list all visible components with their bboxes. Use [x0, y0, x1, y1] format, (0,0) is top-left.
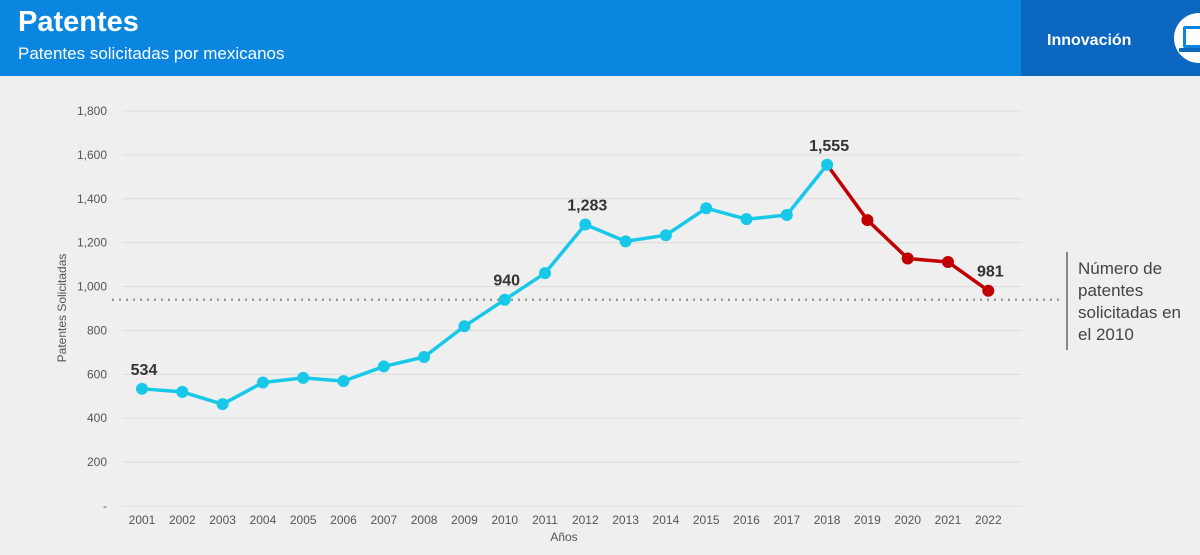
x-tick-label: 2011 [532, 513, 558, 527]
axis-ticks: - 200 400 600 800 1,000 1,200 1,400 1,600 1,800 20… [77, 104, 1002, 527]
data-point [901, 252, 914, 265]
data-point [780, 209, 793, 222]
x-tick-label: 2001 [129, 513, 156, 527]
data-point [700, 202, 713, 215]
x-tick-label: 2006 [330, 513, 357, 527]
laptop-icon [1169, 12, 1200, 64]
x-tick-label: 2015 [693, 513, 720, 527]
grid-lines [122, 110, 1022, 507]
y-tick-label: 1,600 [77, 148, 107, 162]
data-point [861, 214, 874, 227]
annotation-bar [1066, 252, 1068, 350]
x-tick-label: 2009 [451, 513, 478, 527]
page-title: Patentes [18, 6, 139, 38]
series-points [136, 158, 995, 411]
data-point [579, 218, 592, 231]
x-tick-label: 2010 [491, 513, 518, 527]
x-tick-label: 2012 [572, 513, 599, 527]
x-tick-label: 2017 [773, 513, 800, 527]
line-chart: 534 940 1,283 1,555 981 - 200 400 600 800 1,000 1,… [55, 104, 1060, 544]
data-point [982, 284, 995, 297]
y-tick-label: - [103, 499, 107, 513]
data-point [659, 229, 672, 242]
x-tick-label: 2005 [290, 513, 317, 527]
x-tick-label: 2021 [935, 513, 962, 527]
data-point [297, 371, 310, 384]
data-label: 1,555 [809, 138, 849, 155]
x-tick-label: 2014 [653, 513, 680, 527]
data-point [942, 255, 954, 268]
data-point [256, 376, 269, 389]
data-point [136, 382, 148, 395]
x-tick-label: 2016 [733, 513, 760, 527]
series-line [141, 163, 829, 406]
x-tick-label: 2013 [612, 513, 639, 527]
x-tick-label: 2004 [250, 513, 277, 527]
y-tick-label: 400 [87, 411, 107, 425]
data-point [337, 375, 350, 388]
section-tab[interactable]: Innovación [1021, 0, 1200, 76]
x-axis-label: Años [550, 530, 577, 544]
data-label: 1,283 [567, 197, 607, 214]
y-tick-label: 1,800 [77, 104, 107, 118]
annotation-text: Número de patentes solicitadas en el 201… [1078, 259, 1182, 344]
data-point [176, 385, 189, 398]
data-label: 940 [493, 273, 520, 290]
data-point [619, 235, 632, 248]
section-label: Innovación [1047, 32, 1132, 49]
x-tick-label: 2022 [975, 513, 1002, 527]
header-bar: Patentes Patentes solicitadas por mexica… [0, 0, 1200, 76]
x-tick-label: 2018 [814, 513, 841, 527]
data-point [498, 293, 511, 306]
data-labels: 534 940 1,283 1,555 981 [131, 138, 1004, 379]
data-point [418, 350, 431, 363]
y-tick-label: 1,200 [77, 236, 107, 250]
page-subtitle: Patentes solicitadas por mexicanos [18, 44, 285, 63]
x-tick-label: 2007 [370, 513, 397, 527]
data-point [539, 267, 551, 280]
data-point [377, 360, 390, 373]
y-tick-label: 600 [87, 367, 107, 381]
series-line [825, 163, 990, 293]
x-tick-label: 2002 [169, 513, 196, 527]
data-point [740, 213, 753, 226]
data-point [216, 398, 229, 411]
y-tick-label: 200 [87, 455, 107, 469]
x-tick-label: 2008 [411, 513, 438, 527]
x-tick-label: 2020 [894, 513, 921, 527]
data-label: 981 [977, 264, 1004, 281]
x-tick-label: 2019 [854, 513, 881, 527]
y-axis-label: Patentes Solicitadas [55, 254, 69, 363]
series-lines [141, 163, 990, 406]
data-label: 534 [131, 362, 158, 379]
y-tick-label: 800 [87, 323, 107, 337]
y-tick-label: 1,000 [77, 280, 107, 294]
data-point [821, 158, 834, 171]
y-tick-label: 1,400 [77, 192, 107, 206]
x-tick-label: 2003 [209, 513, 236, 527]
data-point [458, 320, 471, 333]
